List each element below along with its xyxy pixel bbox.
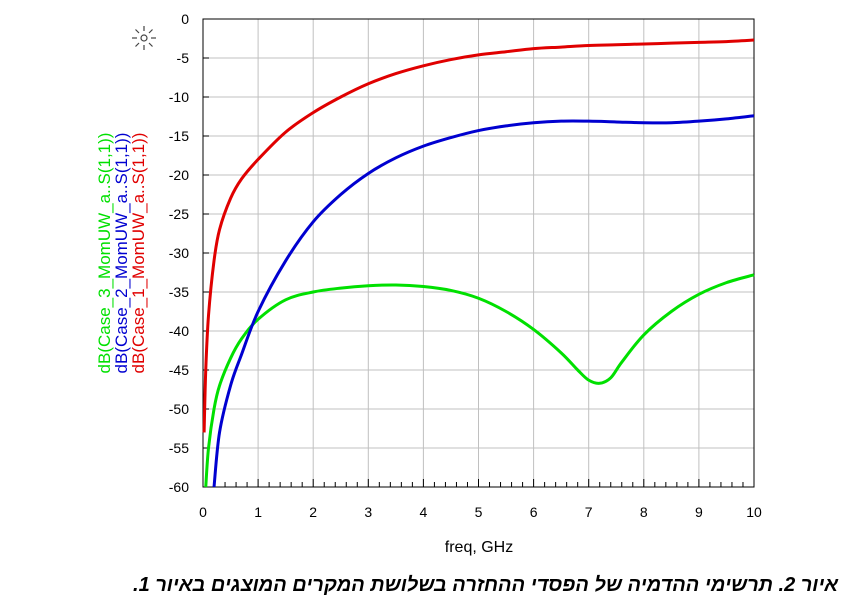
x-axis-label: freq, GHz — [445, 539, 513, 556]
legend-entry-case-1: dB(Case_1_MomUW_a..S(1,1)) — [129, 133, 148, 374]
legend-entry-case-3: dB(Case_3_MomUW_a..S(1,1)) — [95, 133, 114, 374]
x-tick-label: 7 — [585, 504, 593, 520]
figure-caption: איור 2. תרשימי ההדמיה של הפסדי ההחזרה בש… — [133, 574, 838, 596]
y-tick-labels: 0 -5 -10 -15 -20 -25 -30 -35 -40 -45 -50 -55 -60 — [169, 11, 189, 495]
series-line-case-1 — [202, 38, 755, 433]
series-line-case-2 — [212, 114, 755, 488]
x-tick-label: 10 — [746, 504, 762, 520]
x-tick-label: 3 — [364, 504, 372, 520]
x-tick-label: 0 — [199, 504, 207, 520]
x-tick-label: 4 — [420, 504, 428, 520]
x-tick-labels: 0 1 2 3 4 5 6 7 8 9 10 — [199, 504, 762, 520]
y-tick-label: -60 — [169, 479, 189, 495]
y-tick-label: -50 — [169, 401, 189, 417]
y-tick-label: -35 — [169, 284, 189, 300]
series-line-case-3 — [204, 273, 755, 488]
x-tick-label: 1 — [254, 504, 262, 520]
x-tick-label: 5 — [475, 504, 483, 520]
x-tick-label: 9 — [695, 504, 703, 520]
y-tick-label: -10 — [169, 89, 189, 105]
x-tick-label: 8 — [640, 504, 648, 520]
y-tick-label: -5 — [177, 50, 190, 66]
grid — [202, 18, 755, 488]
chart: 0 -5 -10 -15 -20 -25 -30 -35 -40 -45 -50 -55 -60 0 1 2… — [95, 11, 762, 556]
legend-entry-case-2: dB(Case_2_MomUW_a..S(1,1)) — [112, 133, 131, 374]
x-tick-label: 6 — [530, 504, 538, 520]
minor-ticks — [202, 18, 755, 488]
sparkle-logo-icon — [132, 26, 156, 50]
y-tick-label: -55 — [169, 440, 189, 456]
y-tick-label: -40 — [169, 323, 189, 339]
x-tick-label: 2 — [309, 504, 317, 520]
y-tick-label: -15 — [169, 128, 189, 144]
y-tick-label: -25 — [169, 206, 189, 222]
y-tick-label: 0 — [181, 11, 189, 27]
series-layer — [202, 38, 755, 488]
y-tick-label: -20 — [169, 167, 189, 183]
legend: dB(Case_3_MomUW_a..S(1,1))dB(Case_2_MomU… — [95, 133, 148, 374]
y-tick-label: -30 — [169, 245, 189, 261]
y-tick-label: -45 — [169, 362, 189, 378]
